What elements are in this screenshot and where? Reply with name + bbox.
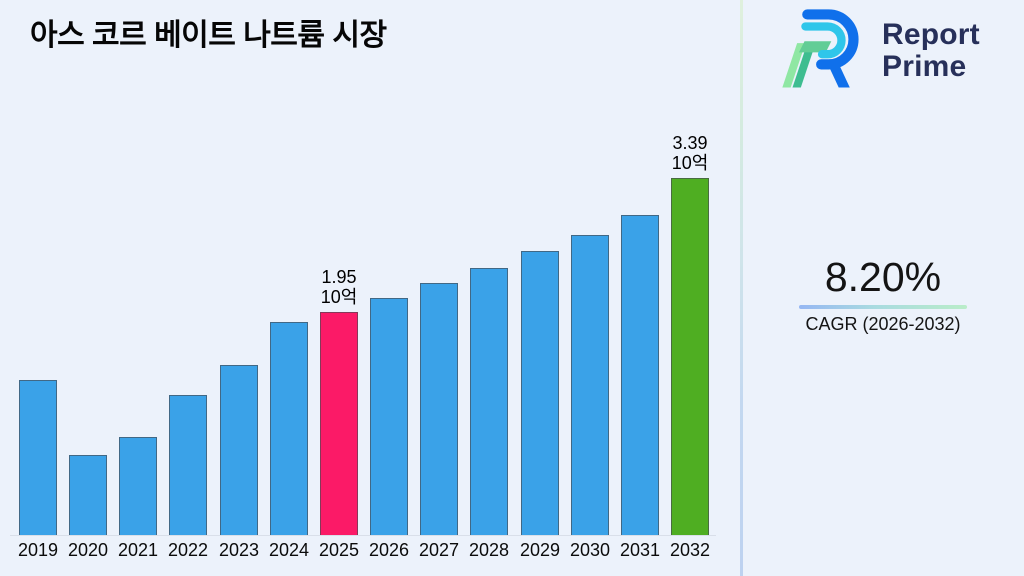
bar-2020 <box>69 455 107 535</box>
report-prime-logo-text: Report Prime <box>882 17 980 83</box>
x-label-2031: 2031 <box>619 540 661 560</box>
x-label-2019: 2019 <box>17 540 59 560</box>
bar-annotation-2025: 1.95 10억 <box>320 267 358 307</box>
bar-2022 <box>169 395 207 535</box>
bar-2024 <box>270 322 308 535</box>
report-prime-logo-icon <box>782 9 859 88</box>
bar-2030 <box>571 235 609 535</box>
report-prime-logo: Report Prime <box>776 8 980 93</box>
x-label-2021: 2021 <box>117 540 159 560</box>
bar-2031 <box>621 215 659 535</box>
x-axis-line <box>10 535 716 536</box>
vertical-divider <box>740 0 743 576</box>
x-label-2026: 2026 <box>368 540 410 560</box>
page-title: 아스 코르 베이트 나트륨 시장 <box>30 19 387 52</box>
bar-chart: 2019 2020 2021 2022 2023 2024 2025 1.95 10억 2026 2… <box>10 133 716 560</box>
x-label-2032: 2032 <box>669 540 711 560</box>
x-label-2028: 2028 <box>468 540 510 560</box>
x-label-2022: 2022 <box>167 540 209 560</box>
bar-2028 <box>470 268 508 535</box>
bar-2029 <box>521 251 559 535</box>
logo-text-report: Report <box>882 17 980 51</box>
bar-annotation-2032: 3.39 10억 <box>671 133 709 173</box>
x-label-2027: 2027 <box>418 540 460 560</box>
bar-2032 <box>671 178 709 535</box>
bar-2023 <box>220 365 258 535</box>
cagr-panel: 8.20% CAGR (2026-2032) <box>795 254 971 335</box>
x-label-2020: 2020 <box>67 540 109 560</box>
x-label-2030: 2030 <box>569 540 611 560</box>
bar-2021 <box>119 437 157 535</box>
bar-2027 <box>420 283 458 535</box>
x-label-2029: 2029 <box>519 540 561 560</box>
cagr-value: 8.20% <box>824 254 942 300</box>
cagr-label: CAGR (2026-2032) <box>805 314 961 334</box>
x-label-2024: 2024 <box>268 540 310 560</box>
cagr-underline <box>799 305 967 309</box>
bar-2019 <box>19 380 57 535</box>
logo-text-prime: Prime <box>882 49 967 83</box>
x-label-2023: 2023 <box>218 540 260 560</box>
x-label-2025: 2025 <box>318 540 360 560</box>
bar-2025 <box>320 312 358 535</box>
bar-2026 <box>370 298 408 535</box>
